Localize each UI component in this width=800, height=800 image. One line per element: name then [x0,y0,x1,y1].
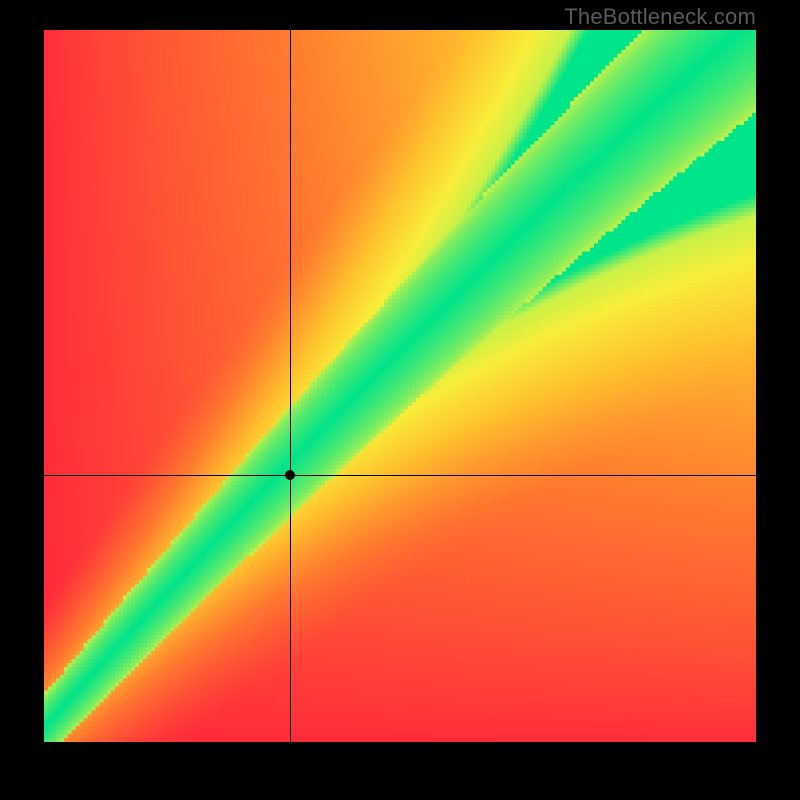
watermark-text: TheBottleneck.com [564,4,756,30]
crosshair-marker [285,470,295,480]
crosshair-horizontal [44,475,756,476]
plot-area [44,30,756,742]
crosshair-vertical [290,30,291,742]
bottleneck-heatmap [44,30,756,742]
